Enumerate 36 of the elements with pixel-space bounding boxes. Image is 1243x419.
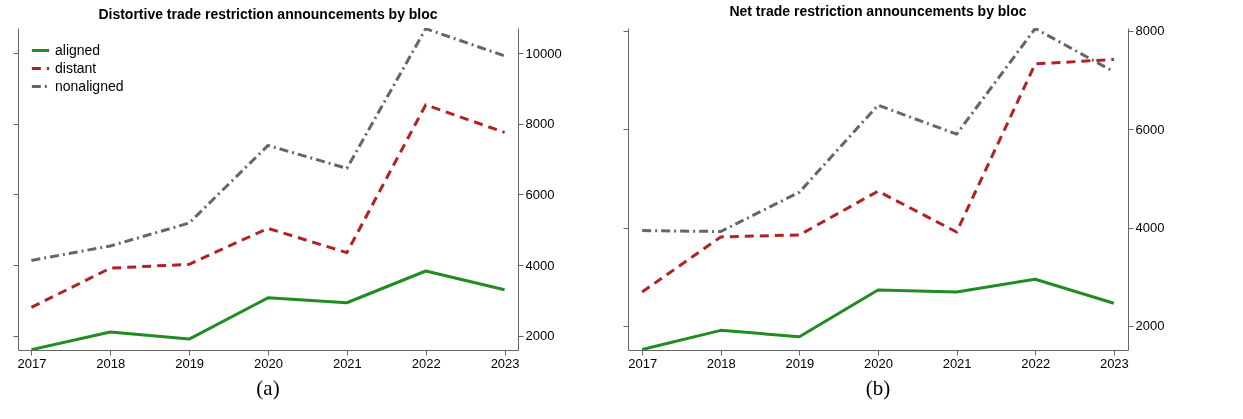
line-series [640, 277, 1116, 350]
line-series [29, 103, 507, 309]
chart-title: Distortive trade restriction announcements by bloc [98, 6, 438, 22]
x-tick-label: 2018 [96, 355, 126, 371]
x-tick-label: 2023 [1099, 355, 1129, 371]
y-tick-label: 2000 [525, 328, 555, 344]
line-series [640, 28, 1116, 234]
x-tick-label: 2023 [490, 355, 520, 371]
legend-label: nonaligned [55, 77, 124, 94]
x-tick-label: 2018 [706, 355, 736, 371]
x-tick-label: 2020 [254, 355, 283, 371]
text: (b) [865, 376, 891, 400]
line-series [29, 28, 507, 262]
x-tick-label: 2021 [332, 355, 362, 371]
x-tick-label: 2022 [1021, 355, 1051, 371]
x-tick-label: 2017 [17, 355, 47, 371]
y-tick-label: 2000 [1135, 318, 1165, 334]
y-tick-label: 10000 [525, 45, 562, 61]
x-tick-label: 2017 [628, 355, 658, 371]
y-tick-label: 4000 [525, 257, 555, 273]
y-tick-label: 6000 [525, 186, 555, 202]
line-series [29, 269, 507, 350]
legend-label: aligned [55, 41, 101, 58]
y-tick-label: 8000 [1135, 23, 1165, 39]
x-tick-label: 2022 [411, 355, 441, 371]
y-tick-label: 8000 [525, 116, 555, 132]
x-tick-label: 2020 [864, 355, 893, 371]
y-tick-label: 6000 [1135, 121, 1165, 137]
x-tick-label: 2019 [785, 355, 815, 371]
text: (a) [256, 376, 280, 400]
legend-label: distant [55, 59, 97, 76]
x-tick-label: 2019 [175, 355, 205, 371]
x-tick-label: 2021 [942, 355, 972, 371]
chart-title: Net trade restriction announcements by bloc [729, 2, 1027, 19]
y-tick-label: 4000 [1135, 220, 1165, 236]
line-series [640, 57, 1116, 294]
